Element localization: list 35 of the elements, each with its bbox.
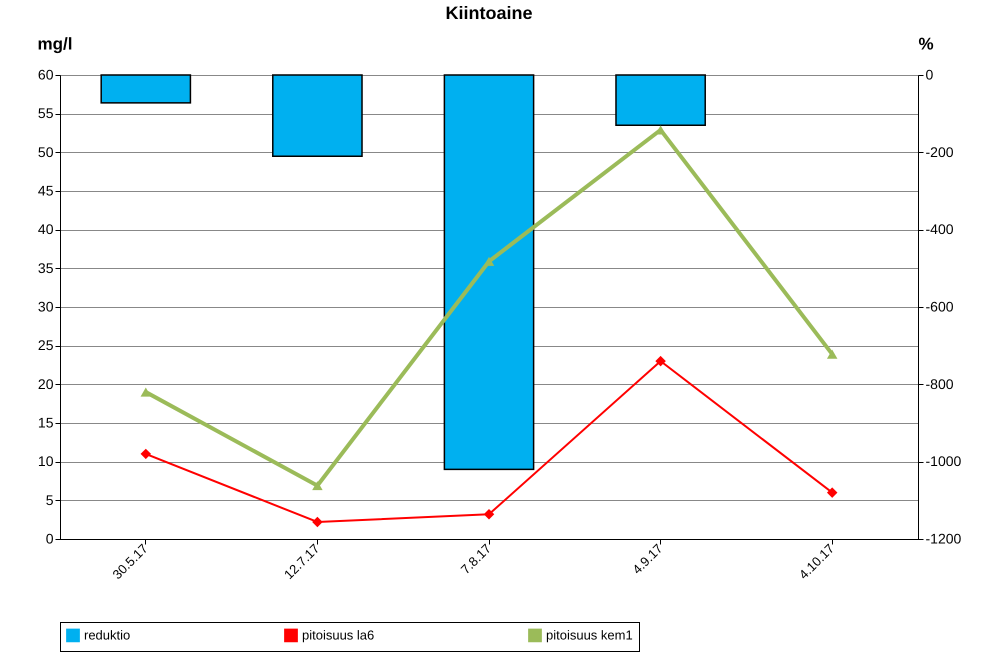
point	[312, 516, 323, 528]
point	[826, 487, 838, 498]
legend-label: reduktio	[84, 627, 130, 642]
point	[140, 388, 152, 397]
y2-tick-label: -400	[926, 221, 954, 238]
y-tick-label: 40	[38, 221, 54, 238]
y-tick-label: 25	[38, 337, 54, 354]
y-tick-label: 30	[38, 298, 54, 314]
y2-tick-label: -600	[926, 298, 954, 314]
y2-tick-label: -800	[926, 376, 954, 392]
y2-tick-label: -1000	[926, 453, 962, 470]
y-tick-label: 55	[38, 105, 54, 122]
y-tick-label: 60	[38, 66, 54, 82]
y2-tick-label: -1200	[926, 530, 962, 546]
y2-tick-label: 0	[926, 66, 934, 82]
chart-title: Kiintoaine	[445, 3, 533, 23]
y-tick-label: 20	[38, 376, 54, 392]
point	[484, 509, 494, 520]
legend-label: pitoisuus la6	[302, 627, 374, 642]
y-tick-label: 0	[46, 530, 54, 546]
y-tick-label: 5	[46, 492, 54, 508]
point	[484, 256, 494, 266]
y-tick-label: 45	[38, 182, 54, 198]
y2-tick-label: -200	[926, 144, 954, 160]
y-tick-label: 10	[38, 453, 54, 470]
y-axis-title: mg/l	[38, 34, 72, 54]
y-tick-label: 50	[38, 144, 54, 160]
y-tick-label: 35	[38, 260, 54, 276]
legend-label: pitoisuus kem1	[546, 627, 633, 642]
point	[826, 350, 838, 359]
y2-axis-title: %	[918, 34, 934, 54]
point	[140, 448, 152, 460]
point	[655, 356, 666, 366]
point	[312, 481, 323, 490]
y-tick-label: 15	[38, 414, 54, 430]
